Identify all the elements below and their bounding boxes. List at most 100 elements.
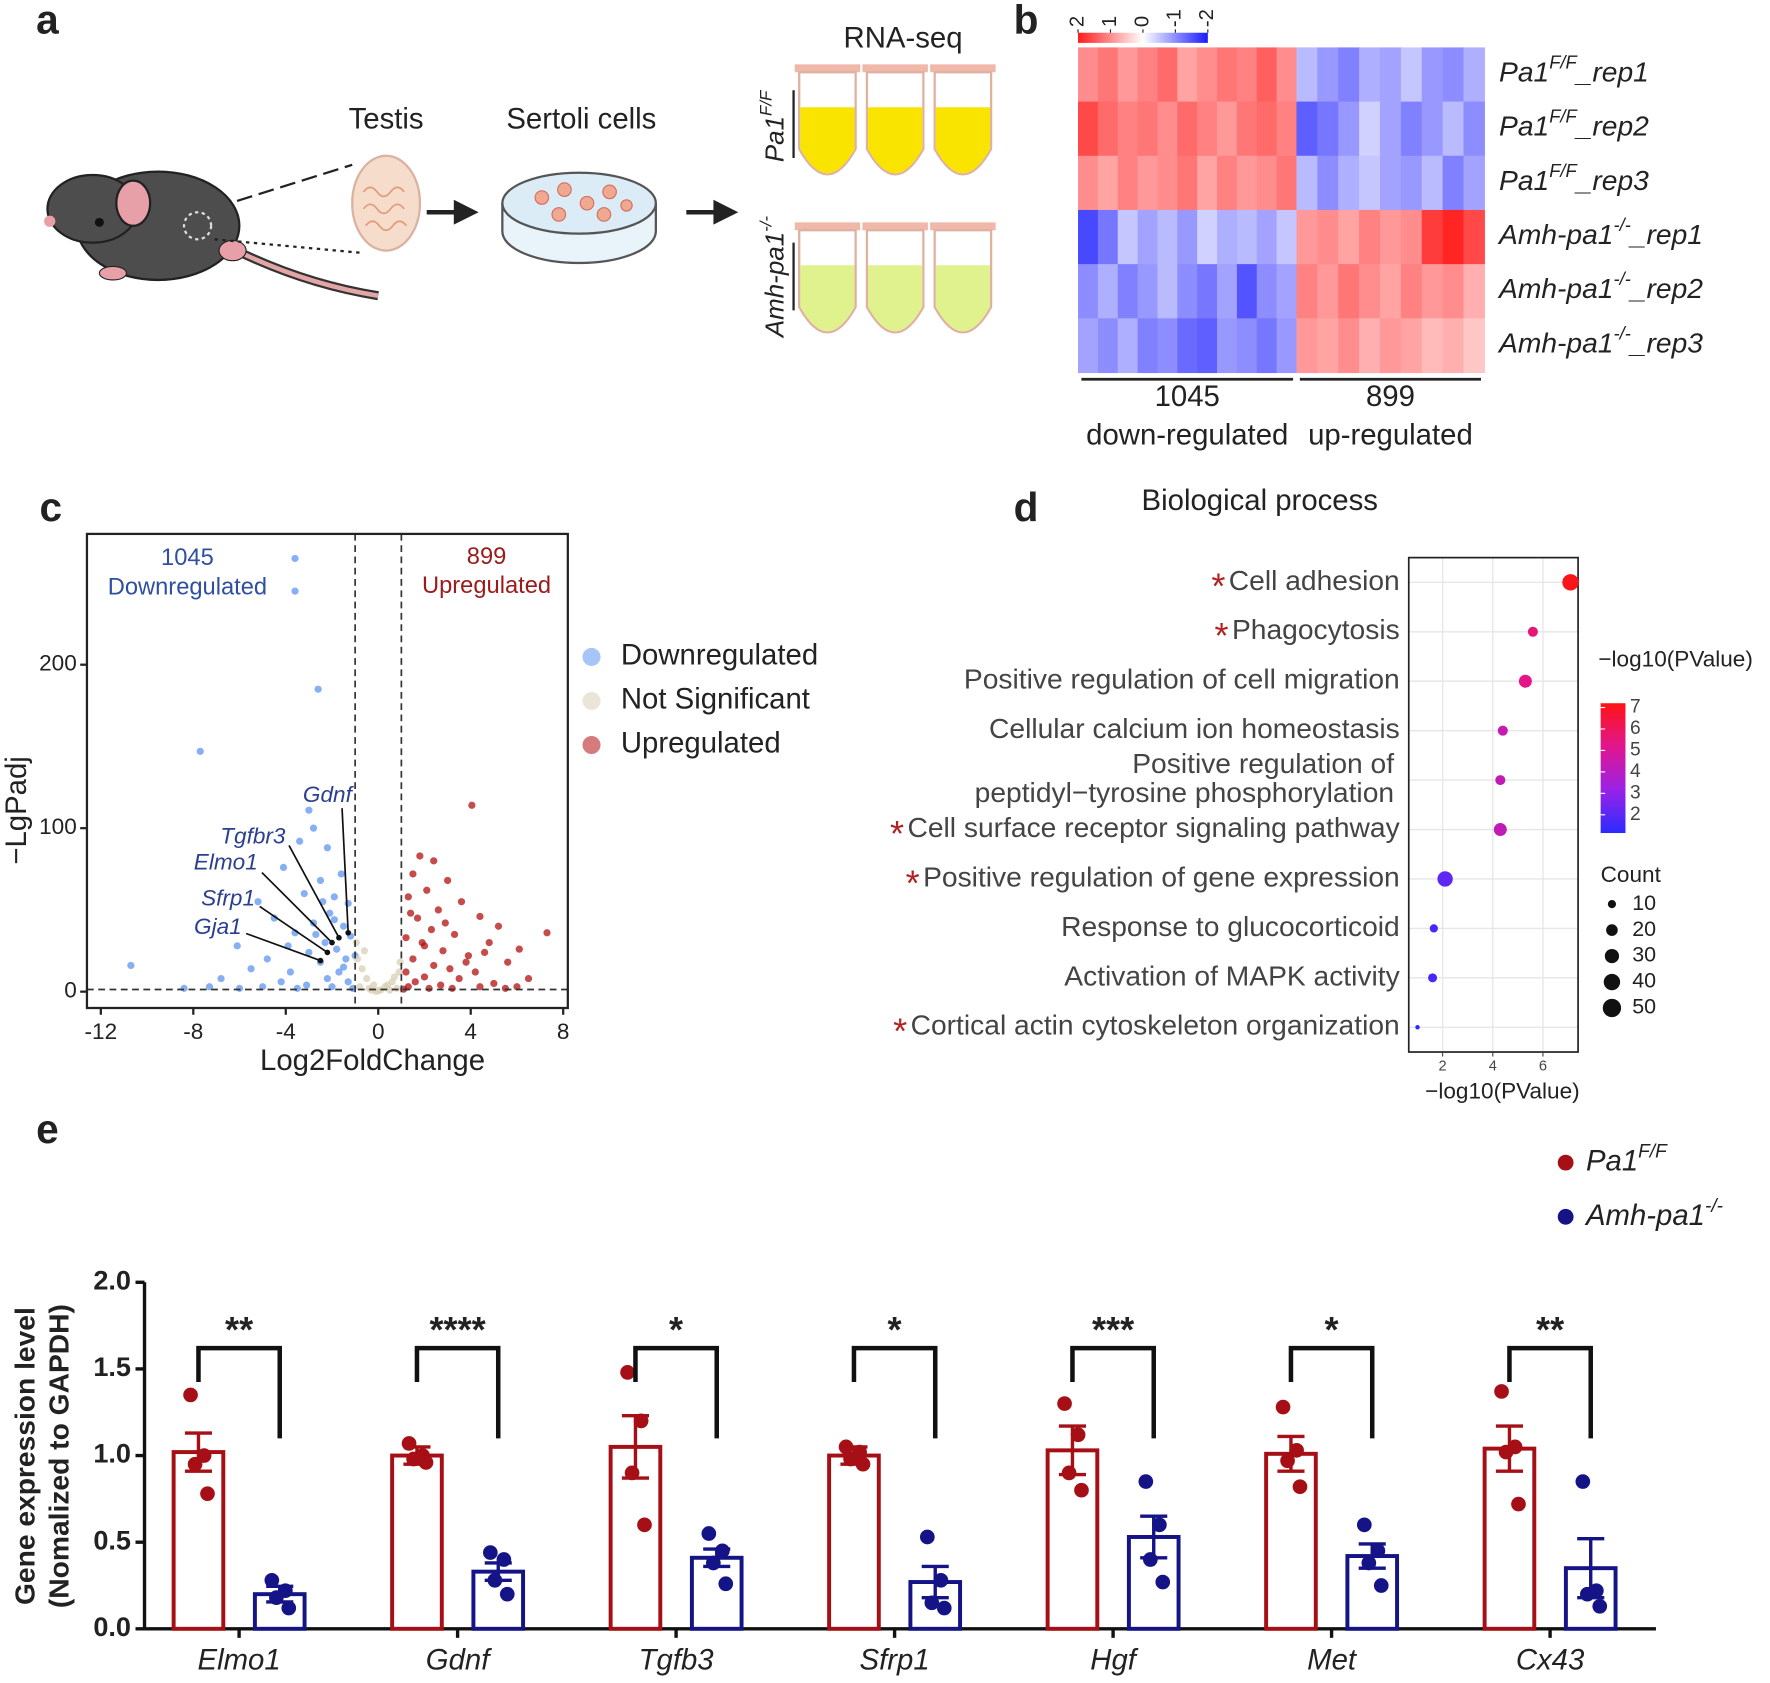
point	[1138, 1474, 1154, 1489]
heatmap-cell	[1359, 264, 1381, 319]
row-label-part: -/-	[1614, 214, 1631, 235]
dot	[1518, 674, 1532, 688]
point	[316, 876, 325, 885]
heatmap-cell	[1157, 155, 1178, 211]
dish-top	[501, 171, 657, 235]
point	[326, 909, 334, 917]
heatmap-cell	[1296, 47, 1318, 103]
point	[919, 1529, 935, 1545]
point	[337, 870, 345, 878]
dot	[1429, 924, 1438, 933]
point	[416, 852, 424, 860]
colorbar	[1078, 32, 1208, 43]
point	[402, 934, 410, 942]
size-legend-label: 30	[1632, 943, 1656, 967]
point	[418, 1455, 434, 1470]
point	[1498, 1444, 1514, 1460]
heatmap-cell	[1400, 318, 1423, 374]
x-tick-label: 4	[464, 1019, 477, 1044]
legend-marker	[582, 735, 601, 755]
star: *	[893, 1011, 907, 1052]
point	[286, 968, 295, 976]
star: *	[906, 862, 920, 903]
dot	[1493, 823, 1507, 837]
size-legend-marker	[1604, 948, 1620, 964]
bar	[689, 1555, 744, 1631]
point	[485, 938, 493, 947]
row-label: Pa1F/F_rep2	[1499, 106, 1649, 142]
row-label-part: _rep1	[1574, 56, 1649, 88]
size-legend-title: Count	[1601, 862, 1662, 887]
point	[1373, 1578, 1389, 1593]
x-tick-label: 0	[372, 1019, 385, 1044]
point	[411, 978, 419, 986]
point	[446, 965, 454, 973]
legend-label: Downregulated	[621, 639, 818, 672]
heatmap-cell	[1317, 47, 1339, 103]
point	[448, 984, 456, 992]
point	[328, 983, 336, 991]
heatmap-cell	[1217, 318, 1238, 374]
x-axis-label: −log10(PValue)	[1425, 1079, 1580, 1104]
point	[490, 979, 498, 988]
colorbar-label: -2	[1196, 9, 1218, 27]
point	[302, 981, 311, 989]
heatmap-cell	[1338, 47, 1360, 103]
heatmap-cell	[1421, 155, 1444, 211]
point	[620, 1365, 635, 1380]
point	[480, 948, 489, 957]
heatmap-cell	[1463, 264, 1485, 319]
heatmap-cell	[1276, 101, 1298, 157]
point	[462, 958, 470, 966]
point	[496, 1552, 512, 1567]
point	[430, 961, 438, 970]
heatmap-cell	[1317, 264, 1339, 319]
y-tick-label: 200	[39, 651, 77, 676]
tube-liquid	[800, 265, 855, 332]
schematic-label: Sertoli cells	[506, 103, 656, 136]
legend-label-part: F/F	[1638, 1141, 1668, 1162]
point	[457, 898, 466, 906]
heatmap-cell	[1379, 209, 1402, 265]
point	[127, 961, 135, 970]
point	[401, 1436, 417, 1451]
point	[499, 1586, 515, 1602]
significance-bracket	[1070, 1345, 1156, 1439]
heatmap-cell	[1236, 264, 1258, 319]
bar	[390, 1453, 444, 1631]
group-label: up-regulated	[1308, 419, 1473, 452]
significance-label: ****	[429, 1309, 486, 1350]
legend-label: Amh-pa1-/-	[1584, 1195, 1723, 1231]
x-tick-label: Sfrp1	[860, 1643, 930, 1676]
point	[339, 922, 348, 930]
category-label: Cell adhesion	[1229, 564, 1400, 596]
heatmap-cell	[1463, 101, 1485, 157]
heatmap-cell	[1442, 155, 1465, 211]
x-tick-label: -4	[276, 1019, 296, 1044]
point	[360, 947, 368, 955]
heatmap-cell	[1097, 155, 1119, 211]
legend-marker	[582, 691, 601, 710]
point	[476, 912, 484, 921]
point	[321, 938, 329, 947]
point	[259, 983, 267, 991]
legend-label-part: Pa1	[1586, 1144, 1638, 1177]
bar	[1482, 1446, 1537, 1631]
leader-line	[261, 871, 333, 944]
point	[180, 984, 188, 992]
point	[1061, 1465, 1077, 1481]
heatmap-cell	[1256, 47, 1278, 103]
heatmap-cell	[1421, 101, 1444, 157]
point	[637, 1517, 652, 1533]
legend-marker	[1557, 1208, 1574, 1225]
heatmap-cell	[1256, 318, 1278, 374]
heatmap-cell	[1359, 47, 1381, 103]
heatmap-cell	[1379, 155, 1402, 211]
point	[933, 1572, 949, 1588]
bar	[827, 1453, 881, 1631]
panel-label: e	[36, 1106, 59, 1152]
legend-label: Pa1F/F	[1586, 1141, 1668, 1177]
y-tick-label: 0.5	[93, 1524, 131, 1555]
arrow-head	[713, 199, 739, 225]
heatmap-cell	[1276, 155, 1298, 211]
